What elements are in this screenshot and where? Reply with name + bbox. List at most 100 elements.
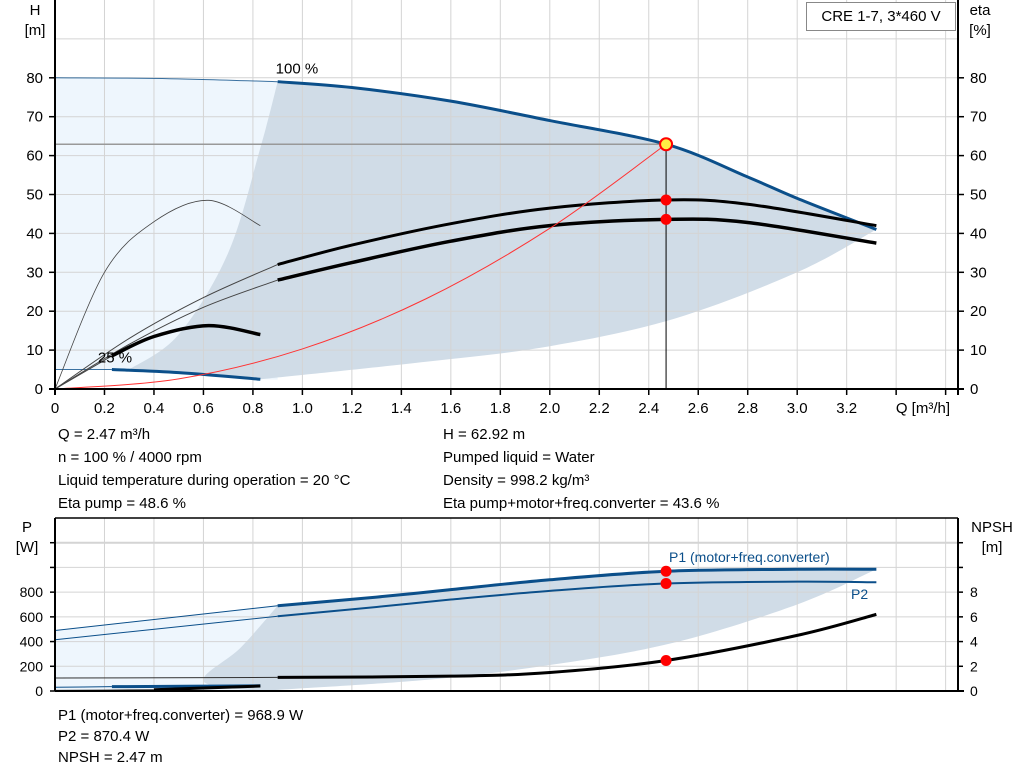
info-flow: Q = 2.47 m³/h bbox=[58, 426, 151, 443]
y2-tick-label: 4 bbox=[970, 634, 978, 650]
y-tick-label: 50 bbox=[26, 187, 43, 204]
head-duty-marker bbox=[659, 137, 674, 152]
speed-25-label: 25 % bbox=[98, 350, 132, 367]
eta-pump-duty-marker bbox=[660, 194, 672, 206]
x-tick-label: 3.2 bbox=[836, 400, 857, 417]
power-curves bbox=[54, 565, 877, 692]
y-tick-label: 70 bbox=[26, 109, 43, 126]
head-25-line bbox=[111, 368, 261, 381]
npsh-duty-marker bbox=[660, 654, 672, 666]
operating-range-area-head bbox=[55, 77, 877, 380]
p1-100-thin-line bbox=[54, 605, 278, 631]
eta-total-100-thin-line bbox=[54, 279, 278, 390]
y-tick-label: 30 bbox=[26, 264, 43, 281]
p2-100-line bbox=[277, 580, 877, 618]
y-tick-label: 200 bbox=[20, 658, 44, 674]
p2-100-thin-line bbox=[54, 615, 278, 641]
y2-tick-label: 60 bbox=[970, 148, 987, 165]
eta-total-100-line bbox=[277, 217, 877, 282]
x-tick-label: 0.6 bbox=[193, 400, 214, 417]
y2-tick-label: 0 bbox=[970, 381, 978, 398]
y-tick-label: 800 bbox=[20, 584, 44, 600]
y-tick-label: 400 bbox=[20, 634, 44, 650]
info-liquid: Pumped liquid = Water bbox=[443, 449, 595, 466]
x-tick-label: 2.8 bbox=[737, 400, 758, 417]
p2-duty-marker bbox=[660, 577, 672, 589]
y-axis-label: H bbox=[30, 2, 41, 19]
power-info: P1 (motor+freq.converter) = 968.9 W P2 =… bbox=[58, 705, 303, 768]
y-axis-unit: [W] bbox=[16, 539, 39, 556]
y2-axis-label: eta bbox=[970, 2, 992, 19]
y2-axis-label: NPSH bbox=[971, 519, 1013, 536]
info-head: H = 62.92 m bbox=[443, 426, 526, 443]
head-100-line bbox=[277, 80, 877, 231]
x-tick-label: 2.2 bbox=[589, 400, 610, 417]
speed-100-label: 100 % bbox=[276, 61, 319, 78]
y2-tick-label: 70 bbox=[970, 109, 987, 126]
y-tick-label: 10 bbox=[26, 342, 43, 359]
y2-axis-unit: [%] bbox=[969, 22, 991, 39]
info-temperature: Liquid temperature during operation = 20… bbox=[58, 472, 351, 489]
x-tick-label: 0.2 bbox=[94, 400, 115, 417]
x-axis-label: Q [m³/h] bbox=[896, 400, 950, 417]
p1-curve-label: P1 (motor+freq.converter) bbox=[669, 549, 830, 565]
chart-labels: 0 0.2 0.4 0.6 0.8 1.0 1.2 1.4 1.6 1.8 2.0 2.2 2.4 2.6… bbox=[16, 2, 1013, 699]
y-tick-label: 60 bbox=[26, 148, 43, 165]
y-tick-label: 20 bbox=[26, 303, 43, 320]
y2-axis-unit: [m] bbox=[982, 539, 1003, 556]
eta-pump-100-line bbox=[277, 198, 877, 266]
p1-100-line bbox=[277, 567, 877, 608]
p1-25-thin-line bbox=[54, 686, 112, 688]
eta-total-25-line bbox=[111, 323, 261, 358]
pump-model-label: CRE 1-7, 3*460 V bbox=[821, 8, 941, 25]
power-grid bbox=[55, 518, 958, 691]
x-tick-label: 1.2 bbox=[341, 400, 362, 417]
x-tick-label: 2.0 bbox=[539, 400, 560, 417]
y2-tick-label: 30 bbox=[970, 264, 987, 281]
power-axes bbox=[50, 517, 964, 692]
y-tick-label: 0 bbox=[35, 683, 43, 699]
y2-tick-label: 2 bbox=[970, 658, 978, 674]
y2-tick-label: 80 bbox=[970, 70, 987, 87]
x-tick-label: 2.6 bbox=[688, 400, 709, 417]
x-tick-label: 0 bbox=[51, 400, 59, 417]
system-curve-thin-line bbox=[54, 143, 667, 390]
npsh-100-thin-line bbox=[54, 676, 278, 679]
head-curves bbox=[54, 77, 877, 390]
info-eta-pump: Eta pump = 48.6 % bbox=[58, 495, 186, 512]
operating-range-area-power bbox=[55, 569, 877, 691]
x-tick-label: 1.0 bbox=[292, 400, 313, 417]
head-100-thin-line bbox=[54, 77, 278, 83]
y2-tick-label: 6 bbox=[970, 609, 978, 625]
info-density: Density = 998.2 kg/m³ bbox=[443, 472, 590, 489]
info-eta-total: Eta pump+motor+freq.converter = 43.6 % bbox=[443, 495, 720, 512]
y2-tick-label: 10 bbox=[970, 342, 987, 359]
npsh-25-line bbox=[153, 684, 261, 692]
y2-tick-label: 50 bbox=[970, 187, 987, 204]
info-p2: P2 = 870.4 W bbox=[58, 728, 150, 745]
p1-duty-marker bbox=[660, 565, 672, 577]
y2-tick-label: 0 bbox=[970, 683, 978, 699]
eta-pump-100-thin-line bbox=[54, 264, 278, 390]
x-tick-label: 3.0 bbox=[787, 400, 808, 417]
x-tick-label: 1.4 bbox=[391, 400, 412, 417]
info-speed: n = 100 % / 4000 rpm bbox=[58, 449, 202, 466]
npsh-100-line bbox=[277, 612, 877, 679]
p2-curve-label: P2 bbox=[851, 586, 868, 602]
info-p1: P1 (motor+freq.converter) = 968.9 W bbox=[58, 707, 304, 724]
y-axis-unit: [m] bbox=[25, 22, 46, 39]
dark-operating-area bbox=[203, 569, 877, 691]
y2-tick-label: 8 bbox=[970, 584, 978, 600]
x-tick-label: 0.4 bbox=[144, 400, 165, 417]
y-axis-label: P bbox=[22, 519, 32, 536]
x-tick-label: 2.4 bbox=[638, 400, 659, 417]
x-tick-label: 0.8 bbox=[242, 400, 263, 417]
y2-tick-label: 20 bbox=[970, 303, 987, 320]
info-npsh: NPSH = 2.47 m bbox=[58, 749, 163, 766]
duty-info-left: Q = 2.47 m³/h n = 100 % / 4000 rpm Liqui… bbox=[58, 423, 350, 515]
x-tick-label: 1.8 bbox=[490, 400, 511, 417]
eta-pump-25-thin-line bbox=[54, 199, 261, 390]
head-axes bbox=[49, 0, 964, 395]
y-tick-label: 40 bbox=[26, 225, 43, 242]
x-tick-label: 1.6 bbox=[440, 400, 461, 417]
